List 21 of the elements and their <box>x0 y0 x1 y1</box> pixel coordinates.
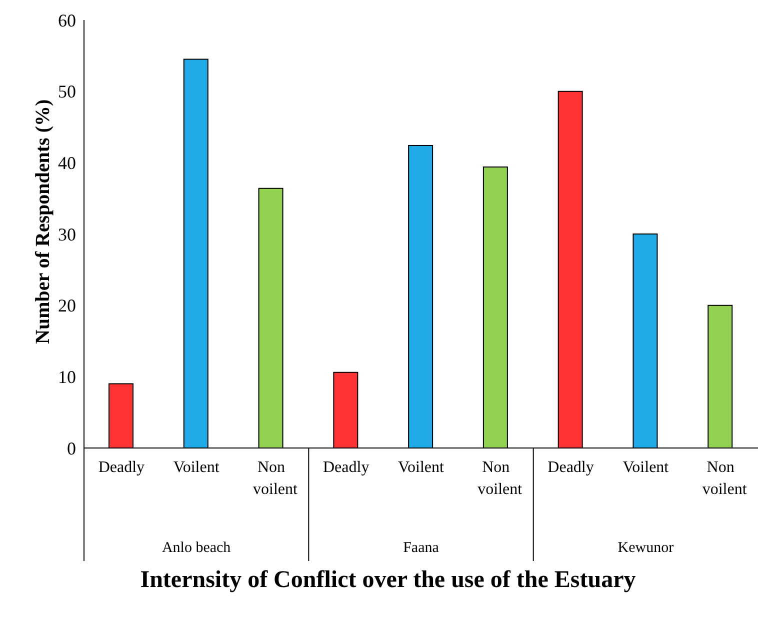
x-tick-label: Deadly <box>98 459 145 476</box>
y-axis-title: Number of Respondents (%) <box>32 99 54 344</box>
x-axis-title: Internsity of Conflict over the use of the Estuary <box>139 566 637 595</box>
text: Anlo beach <box>162 540 232 556</box>
y-tick-label: 10 <box>58 367 76 388</box>
y-tick-label: 30 <box>58 224 76 244</box>
x-tick-label: Voilent <box>622 459 670 476</box>
x-tick-label: Non voilent <box>702 459 748 498</box>
text: Faana <box>403 540 440 556</box>
y-tick-label: 50 <box>58 82 76 102</box>
x-tick-label: Deadly <box>323 459 370 476</box>
text: Kewunor <box>618 540 674 556</box>
x-tick-label: Deadly <box>548 459 594 476</box>
y-tick-label: 40 <box>58 153 76 174</box>
y-tick-label: 20 <box>58 296 76 316</box>
x-tick-label: Voilent <box>398 459 445 476</box>
y-tick-label: 0 <box>67 438 76 458</box>
x-tick-label: Non voilent <box>478 459 523 498</box>
x-tick-label: Voilent <box>173 459 220 476</box>
x-tick-label: Non voilent <box>253 459 298 498</box>
y-tick-label: 60 <box>58 10 76 30</box>
